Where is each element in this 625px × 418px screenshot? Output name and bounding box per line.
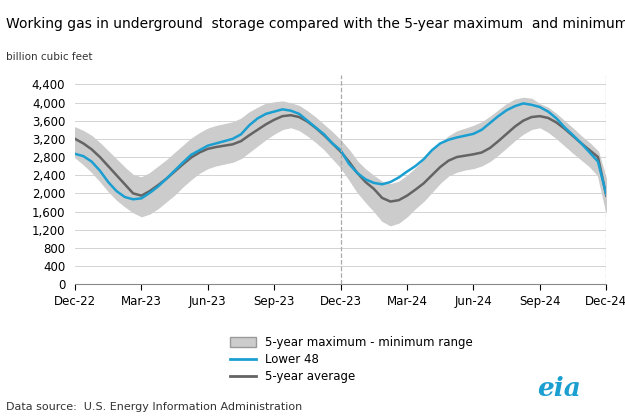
Text: Working gas in underground  storage compared with the 5-year maximum  and minimu: Working gas in underground storage compa…	[6, 17, 625, 31]
Text: billion cubic feet: billion cubic feet	[6, 52, 92, 62]
Text: eia: eia	[538, 376, 581, 401]
Legend: 5-year maximum - minimum range, Lower 48, 5-year average: 5-year maximum - minimum range, Lower 48…	[229, 336, 473, 383]
Text: Data source:  U.S. Energy Information Administration: Data source: U.S. Energy Information Adm…	[6, 402, 302, 412]
